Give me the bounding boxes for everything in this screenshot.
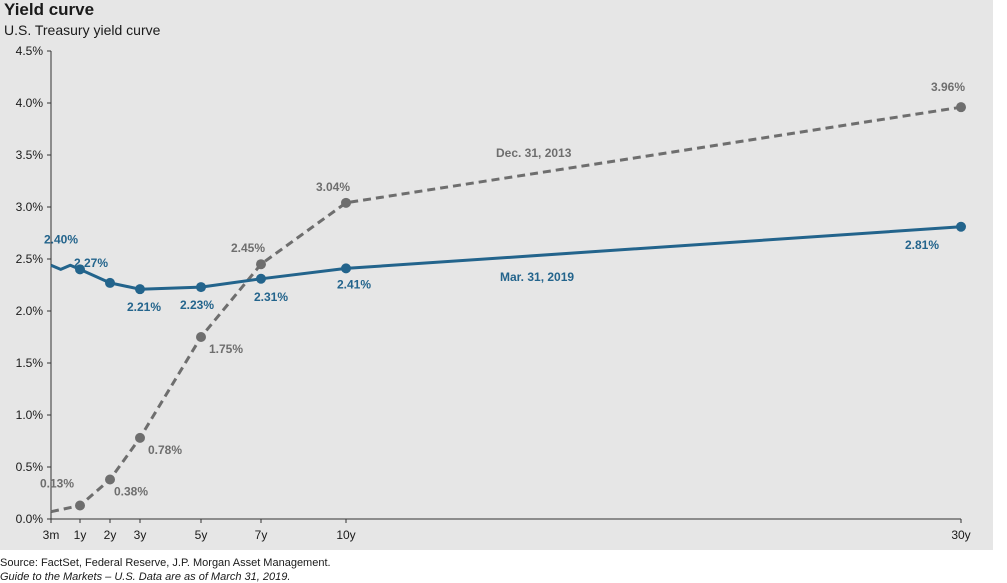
y-tick-label: 1.5% xyxy=(16,356,44,370)
data-point xyxy=(196,282,206,293)
data-point xyxy=(105,474,115,485)
yield-curve-chart: 0.0% 0.5% 1.0% 1.5% 2.0% 2.5% 3.0% 3.5% 4.0% 4.5%… xyxy=(16,44,971,542)
data-point xyxy=(135,284,145,295)
x-tick-label: 7y xyxy=(255,528,268,542)
chart-panel xyxy=(0,0,993,550)
data-label: 2.40% xyxy=(44,232,78,246)
y-tick-label: 3.5% xyxy=(16,148,44,162)
y-tick-label: 4.0% xyxy=(16,96,44,110)
y-tick-label: 2.0% xyxy=(16,304,44,318)
y-tick-label: 0.0% xyxy=(16,512,44,526)
data-label: 3.96% xyxy=(931,80,965,94)
x-tick-label: 3m xyxy=(43,528,60,542)
x-tick-label: 10y xyxy=(336,528,355,542)
y-tick-label: 1.0% xyxy=(16,408,44,422)
series-label-dec-2013: Dec. 31, 2013 xyxy=(496,146,572,160)
chart-title: Yield curve xyxy=(4,0,95,19)
data-point xyxy=(196,332,206,342)
data-label: 2.31% xyxy=(254,290,288,304)
x-tick-label: 1y xyxy=(74,528,87,542)
data-label: 1.75% xyxy=(209,342,243,356)
x-tick-label: 3y xyxy=(134,528,147,542)
data-point xyxy=(75,500,85,511)
x-tick-label: 2y xyxy=(104,528,117,542)
data-label: 0.38% xyxy=(114,484,148,498)
axes: 0.0% 0.5% 1.0% 1.5% 2.0% 2.5% 3.0% 3.5% 4.0% 4.5%… xyxy=(16,44,971,542)
y-tick-label: 2.5% xyxy=(16,252,44,266)
data-point xyxy=(956,102,966,113)
data-label: 2.21% xyxy=(127,300,161,314)
series-label-mar-2019: Mar. 31, 2019 xyxy=(500,270,574,284)
data-label: 0.13% xyxy=(40,476,74,490)
data-label: 2.41% xyxy=(337,277,371,291)
data-point xyxy=(256,259,266,270)
data-point xyxy=(341,263,351,274)
data-label: 2.81% xyxy=(905,238,939,252)
x-tick-label: 30y xyxy=(951,528,970,542)
series-layer xyxy=(50,102,966,514)
mar-2019-line xyxy=(50,225,962,291)
y-tick-label: 0.5% xyxy=(16,460,44,474)
data-point xyxy=(105,277,115,288)
data-label: 2.23% xyxy=(180,298,214,312)
data-point xyxy=(956,221,966,232)
chart-subtitle: U.S. Treasury yield curve xyxy=(4,22,161,38)
data-label: 2.45% xyxy=(231,241,265,255)
y-tick-label: 4.5% xyxy=(16,44,44,58)
data-point xyxy=(256,273,266,284)
guide-note: Guide to the Markets – U.S. Data are as … xyxy=(0,571,291,583)
data-point xyxy=(75,264,85,275)
data-point xyxy=(341,197,351,208)
data-point xyxy=(135,432,145,443)
y-tick-label: 3.0% xyxy=(16,200,44,214)
source-note: Source: FactSet, Federal Reserve, J.P. M… xyxy=(0,557,331,569)
data-label: 0.78% xyxy=(148,443,182,457)
labels-layer: 0.13% 0.38% 0.78% 1.75% 2.45% 3.04% 3.96% 2.40%… xyxy=(40,80,965,498)
data-label: 2.27% xyxy=(74,256,108,270)
data-label: 3.04% xyxy=(316,180,350,194)
dec-2013-line xyxy=(50,105,962,514)
x-tick-label: 5y xyxy=(195,528,208,542)
